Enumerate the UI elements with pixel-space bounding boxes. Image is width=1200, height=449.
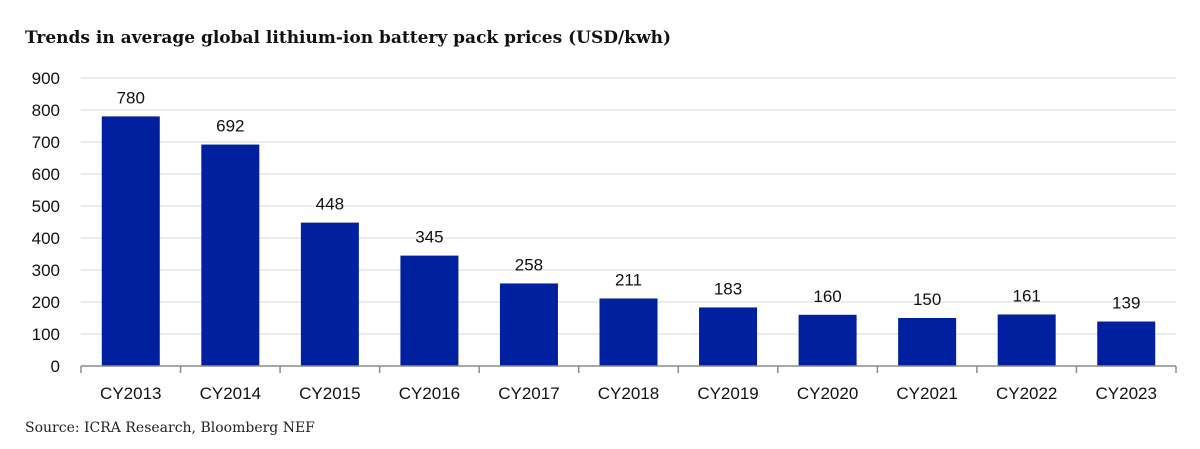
data-label: 780 — [117, 88, 145, 107]
y-tick-label: 600 — [32, 165, 60, 184]
data-label: 161 — [1012, 286, 1040, 305]
bar — [798, 314, 857, 366]
y-tick-label: 700 — [32, 133, 60, 152]
data-label: 150 — [913, 290, 941, 309]
x-tick-label: CY2016 — [399, 384, 460, 403]
x-tick-label: CY2023 — [1096, 384, 1157, 403]
x-tick-label: CY2021 — [896, 384, 957, 403]
x-tick-label: CY2018 — [598, 384, 659, 403]
y-tick-label: 300 — [32, 261, 60, 280]
y-tick-label: 0 — [51, 357, 60, 376]
x-tick-label: CY2015 — [299, 384, 360, 403]
y-tick-label: 500 — [32, 197, 60, 216]
bar — [300, 222, 359, 366]
bar — [997, 314, 1056, 366]
data-label: 211 — [615, 270, 642, 289]
x-tick-label: CY2013 — [100, 384, 161, 403]
data-label: 345 — [415, 228, 443, 247]
y-tick-label: 800 — [32, 101, 60, 120]
data-label: 160 — [813, 287, 841, 306]
x-tick-label: CY2017 — [498, 384, 559, 403]
data-label: 258 — [515, 255, 543, 274]
bar — [898, 318, 957, 366]
x-tick-label: CY2020 — [797, 384, 858, 403]
y-tick-label: 900 — [32, 69, 60, 88]
bar — [201, 144, 260, 366]
source-note: Source: ICRA Research, Bloomberg NEF — [25, 420, 315, 436]
y-tick-label: 200 — [32, 293, 60, 312]
bar — [599, 298, 658, 366]
data-label: 692 — [216, 117, 244, 136]
bar — [499, 283, 558, 366]
bar — [400, 255, 459, 366]
data-label: 139 — [1112, 294, 1140, 313]
y-tick-label: 100 — [32, 325, 60, 344]
x-tick-label: CY2019 — [697, 384, 758, 403]
x-tick-label: CY2014 — [200, 384, 261, 403]
x-tick-label: CY2022 — [996, 384, 1057, 403]
y-tick-label: 400 — [32, 229, 60, 248]
data-label: 448 — [316, 195, 344, 214]
bar — [101, 116, 160, 367]
bar — [1097, 321, 1156, 366]
data-label: 183 — [714, 279, 742, 298]
bar — [699, 307, 758, 366]
chart-title: Trends in average global lithium-ion bat… — [25, 28, 671, 48]
